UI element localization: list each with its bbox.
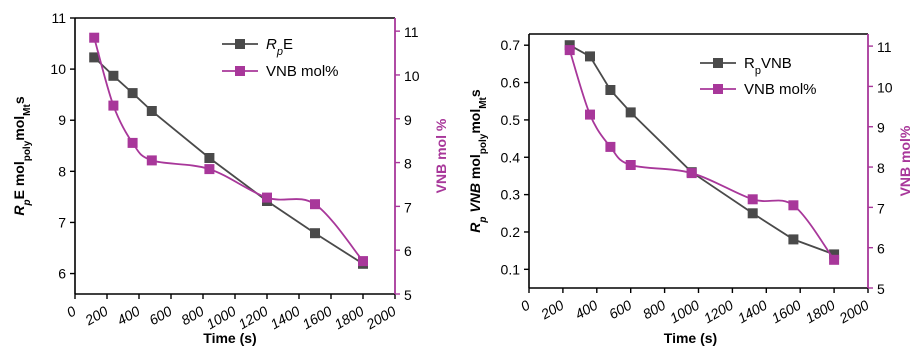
data-point: [89, 32, 100, 43]
data-point: [564, 45, 575, 56]
x-tick-label: 0: [64, 303, 79, 321]
x-tick-label: 400: [114, 303, 142, 329]
data-point: [146, 155, 157, 166]
x-axis-title: Time (s): [203, 330, 256, 346]
data-point: [747, 208, 758, 219]
data-point: [585, 109, 595, 120]
y-left-tick-label: 11: [51, 10, 66, 26]
x-tick-label: 1200: [701, 297, 736, 327]
data-point: [605, 141, 616, 152]
data-point: [262, 192, 272, 203]
data-point: [625, 107, 636, 118]
y-right-tick-label: 9: [404, 112, 412, 128]
x-tick-label: 2000: [836, 297, 872, 327]
x-axis-title: Time (s): [664, 330, 717, 346]
y-right-axis-title: VNB mol%: [897, 125, 913, 196]
x-tick-label: 1200: [236, 303, 271, 333]
data-point: [204, 153, 215, 163]
x-tick-label: 1400: [735, 297, 770, 327]
data-point: [358, 256, 368, 267]
data-point: [686, 168, 697, 179]
x-tick-label: 200: [537, 297, 566, 323]
y-left-tick-label: 8: [58, 163, 66, 179]
x-tick-label: 1000: [204, 303, 239, 333]
y-right-axis-title: VNB mol %: [433, 118, 449, 193]
data-point: [310, 228, 320, 239]
legend-label: VNB mol%: [744, 81, 817, 98]
x-tick-label: 1600: [769, 297, 804, 327]
y-left-tick-label: 0.4: [501, 149, 521, 165]
data-point: [127, 137, 138, 148]
y-left-tick-label: 0.7: [501, 37, 521, 53]
x-tick-label: 600: [606, 297, 634, 323]
data-point: [829, 249, 840, 260]
data-point: [605, 85, 616, 95]
data-point: [310, 199, 320, 210]
y-right-tick-label: 11: [877, 39, 892, 55]
data-point: [829, 254, 840, 265]
y-right-tick-label: 8: [404, 156, 412, 172]
y-left-tick-label: 6: [58, 266, 66, 282]
x-tick-label: 2000: [363, 303, 399, 333]
y-left-tick-label: 9: [58, 112, 66, 128]
y-right-tick-label: 11: [404, 24, 419, 40]
data-point: [788, 234, 799, 245]
x-tick-label: 800: [178, 303, 206, 329]
series-line-rpvnb: [569, 44, 835, 256]
legend-marker: [235, 66, 245, 76]
data-point: [108, 70, 119, 81]
y-left-tick-label: 0.5: [501, 112, 521, 128]
y-right-tick-label: 10: [877, 79, 893, 95]
y-right-tick-label: 5: [877, 281, 885, 297]
legend-marker: [235, 39, 245, 49]
y-left-tick-label: 0.6: [501, 75, 521, 91]
data-point: [625, 160, 636, 170]
y-left-tick-label: 0.3: [501, 187, 521, 203]
y-right-tick-label: 7: [877, 200, 885, 216]
y-right-tick-label: 6: [877, 241, 885, 257]
x-tick-label: 1000: [667, 297, 702, 327]
data-point: [89, 52, 100, 63]
y-left-tick-label: 10: [50, 61, 66, 77]
legend-label: RpVNB: [744, 55, 792, 77]
y-left-tick-label: 7: [58, 214, 66, 230]
data-point: [127, 88, 138, 99]
legend-marker: [713, 58, 723, 68]
x-tick-label: 200: [81, 303, 110, 329]
y-right-tick-label: 5: [404, 287, 412, 303]
legend-marker: [713, 84, 723, 94]
data-point: [585, 51, 595, 62]
y-right-tick-label: 10: [404, 68, 420, 84]
x-tick-label: 800: [640, 297, 668, 323]
x-tick-label: 0: [518, 297, 533, 315]
data-point: [788, 200, 799, 211]
y-right-tick-label: 8: [877, 160, 885, 176]
data-point: [747, 194, 758, 205]
data-point: [146, 106, 157, 116]
y-left-tick-label: 0.2: [501, 224, 521, 240]
legend-label: RpE: [266, 36, 293, 58]
y-right-tick-label: 9: [877, 120, 885, 136]
y-left-axis-title: Rp VNB molpolymolMts: [467, 89, 489, 233]
x-tick-label: 1600: [300, 303, 335, 333]
y-right-tick-label: 7: [404, 199, 412, 215]
x-tick-label: 1400: [268, 303, 303, 333]
y-right-tick-label: 6: [404, 243, 412, 259]
data-point: [108, 100, 119, 111]
legend-label: VNB mol%: [266, 63, 339, 80]
y-left-tick-label: 0.1: [501, 261, 521, 277]
y-left-axis-title: RpE molpolymolMts: [11, 96, 33, 215]
x-tick-label: 1800: [803, 297, 838, 327]
x-tick-label: 1800: [332, 303, 367, 333]
x-tick-label: 600: [146, 303, 174, 329]
data-point: [204, 164, 215, 175]
x-tick-label: 400: [572, 297, 600, 323]
